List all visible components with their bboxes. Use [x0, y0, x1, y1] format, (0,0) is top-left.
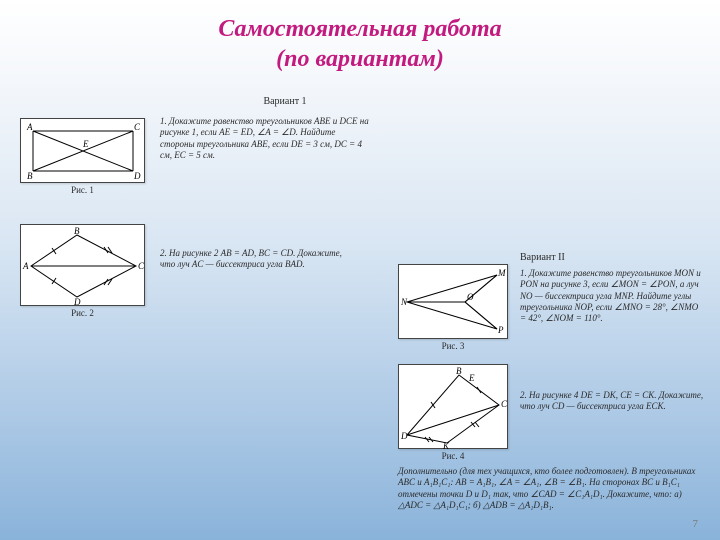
fig1-label-D: D — [133, 171, 141, 181]
figure-3-caption: Рис. 3 — [398, 341, 508, 351]
variant2-task2: 2. На рисунке 4 DE = DK, CE = CK. Докажи… — [520, 390, 705, 413]
fig4-label-E: E — [468, 373, 475, 383]
figure-4-caption: Рис. 4 — [398, 451, 508, 461]
fig1-label-C: C — [134, 122, 141, 132]
variant1-heading: Вариант 1 — [175, 96, 395, 107]
figure-2-caption: Рис. 2 — [20, 308, 145, 318]
fig3-label-M: M — [497, 268, 506, 278]
fig2-label-B: B — [74, 226, 80, 236]
figure-4: D B C K E — [398, 364, 508, 449]
figure-2: A B C D — [20, 224, 145, 306]
variant1-task2: 2. На рисунке 2 AB = AD, BC = CD. Докажи… — [160, 248, 350, 271]
fig3-label-O: O — [467, 292, 474, 302]
fig1-label-A: A — [26, 122, 33, 132]
page-number: 7 — [693, 518, 699, 530]
additional-task: Дополнительно (для тех учащихся, кто бол… — [398, 466, 700, 511]
fig3-label-N: N — [400, 297, 408, 307]
variant1-task1: 1. Докажите равенство треугольников ABE … — [160, 116, 370, 161]
figure-1: A C B D E — [20, 118, 145, 183]
fig3-label-P: P — [497, 325, 504, 335]
variant2-task1: 1. Докажите равенство треугольников MON … — [520, 268, 705, 324]
fig2-label-C: C — [138, 261, 145, 271]
fig4-label-C: C — [501, 399, 508, 409]
variant2-heading: Вариант II — [520, 252, 690, 263]
fig1-label-E: E — [82, 139, 89, 149]
figure-1-caption: Рис. 1 — [20, 185, 145, 195]
fig4-label-K: K — [442, 441, 450, 450]
figure-3: N M O P — [398, 264, 508, 339]
fig2-label-D: D — [73, 297, 81, 307]
fig1-label-B: B — [27, 171, 33, 181]
fig4-label-B: B — [456, 366, 462, 376]
fig2-label-A: A — [22, 261, 29, 271]
title-line-1: Самостоятельная работа — [218, 16, 501, 42]
title-line-2: (по вариантам) — [276, 46, 444, 72]
fig4-label-D: D — [400, 431, 408, 441]
